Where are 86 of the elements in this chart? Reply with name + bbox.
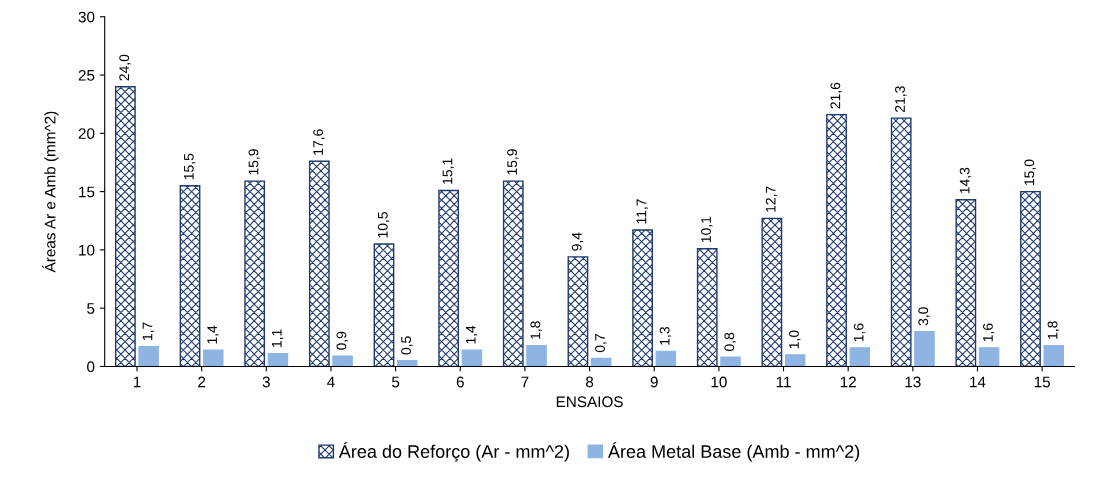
bar: [955, 199, 977, 367]
data-label: 0,8: [724, 332, 736, 352]
bar: [1043, 344, 1065, 367]
x-tick-label: 7: [521, 376, 529, 388]
data-label: 1,8: [1047, 321, 1060, 339]
data-label: 1,1: [271, 329, 284, 347]
bar: [567, 256, 589, 367]
y-tick-label: 20: [78, 128, 95, 140]
data-label: 1,7: [142, 322, 155, 341]
y-tick-label: 30: [78, 11, 95, 23]
bar: [890, 117, 912, 367]
data-label: 15,0: [1024, 159, 1036, 185]
bar: [203, 349, 224, 367]
legend-label: Área Metal Base (Amb - mm^2): [607, 442, 860, 462]
x-tick-label: 9: [650, 376, 658, 388]
bar: [761, 217, 783, 367]
bar: [978, 347, 1000, 367]
data-label: 21,6: [830, 82, 842, 109]
legend-label: Área do Reforço (Ar - mm^2): [338, 442, 569, 462]
bar: [590, 357, 612, 367]
data-label: 0,9: [336, 331, 348, 350]
data-label: 15,5: [184, 153, 196, 180]
bar: [502, 180, 524, 367]
bar: [244, 180, 266, 367]
data-label: 0,7: [595, 334, 607, 353]
data-label: 15,1: [442, 158, 454, 184]
data-label: 1,4: [465, 325, 478, 344]
bar: [849, 347, 871, 367]
y-tick-label: 10: [79, 244, 95, 256]
data-label: 10,5: [377, 212, 390, 238]
data-label: 11,7: [636, 199, 648, 224]
bar: [438, 189, 460, 367]
bar: [308, 160, 330, 367]
bar: [632, 229, 653, 367]
bar: [784, 354, 806, 367]
data-label: 1,4: [207, 325, 219, 344]
y-axis-title: Áreas Ar e Amb (mm^2): [42, 111, 59, 273]
data-label: 15,9: [507, 149, 519, 175]
x-tick-label: 3: [262, 376, 270, 388]
data-label: 1,6: [853, 323, 866, 342]
bar: [461, 349, 483, 367]
x-tick-label: 12: [840, 376, 856, 388]
x-tick-label: 10: [711, 376, 727, 388]
x-tick-label: 15: [1034, 376, 1050, 388]
x-tick-label: 13: [905, 376, 921, 388]
data-label: 24,0: [119, 54, 131, 81]
x-tick-label: 6: [456, 376, 464, 388]
bar: [826, 113, 847, 367]
data-label: 1,8: [530, 321, 542, 339]
data-label: 1,6: [983, 323, 995, 342]
bar: [397, 360, 418, 367]
bar: [914, 330, 935, 367]
data-label: 14,3: [959, 167, 972, 194]
x-tick-label: 11: [776, 376, 791, 388]
data-label: 17,6: [313, 129, 325, 155]
y-tick-label: 0: [87, 361, 95, 373]
x-tick-label: 1: [133, 376, 141, 388]
bar: [332, 355, 353, 367]
y-tick-label: 5: [87, 303, 95, 314]
bar: [373, 243, 395, 367]
bar: [138, 346, 159, 367]
x-tick-label: 5: [391, 376, 400, 388]
bar: [720, 356, 741, 367]
bar: [1020, 190, 1041, 367]
y-tick-label: 15: [79, 186, 95, 198]
data-label: 21,3: [895, 86, 907, 112]
x-tick-label: 8: [585, 376, 594, 388]
bar: [696, 248, 718, 367]
data-label: 12,7: [765, 186, 778, 212]
x-axis-title: ENSAIOS: [556, 396, 623, 408]
data-label: 3,0: [918, 307, 930, 326]
bar: [526, 344, 547, 367]
y-tick-label: 25: [78, 69, 95, 81]
x-tick-label: 2: [198, 376, 206, 388]
bar: [267, 353, 289, 367]
data-label: 10,1: [701, 216, 713, 243]
x-tick-label: 14: [970, 376, 986, 388]
data-label: 15,9: [248, 149, 261, 175]
data-label: 9,4: [571, 232, 584, 251]
bar: [655, 350, 677, 367]
bar: [114, 86, 136, 367]
data-label: 1,3: [659, 327, 672, 345]
x-tick-label: 4: [327, 376, 335, 388]
data-label: 0,5: [401, 336, 413, 355]
data-label: 1,0: [789, 330, 801, 349]
bar: [179, 185, 201, 367]
